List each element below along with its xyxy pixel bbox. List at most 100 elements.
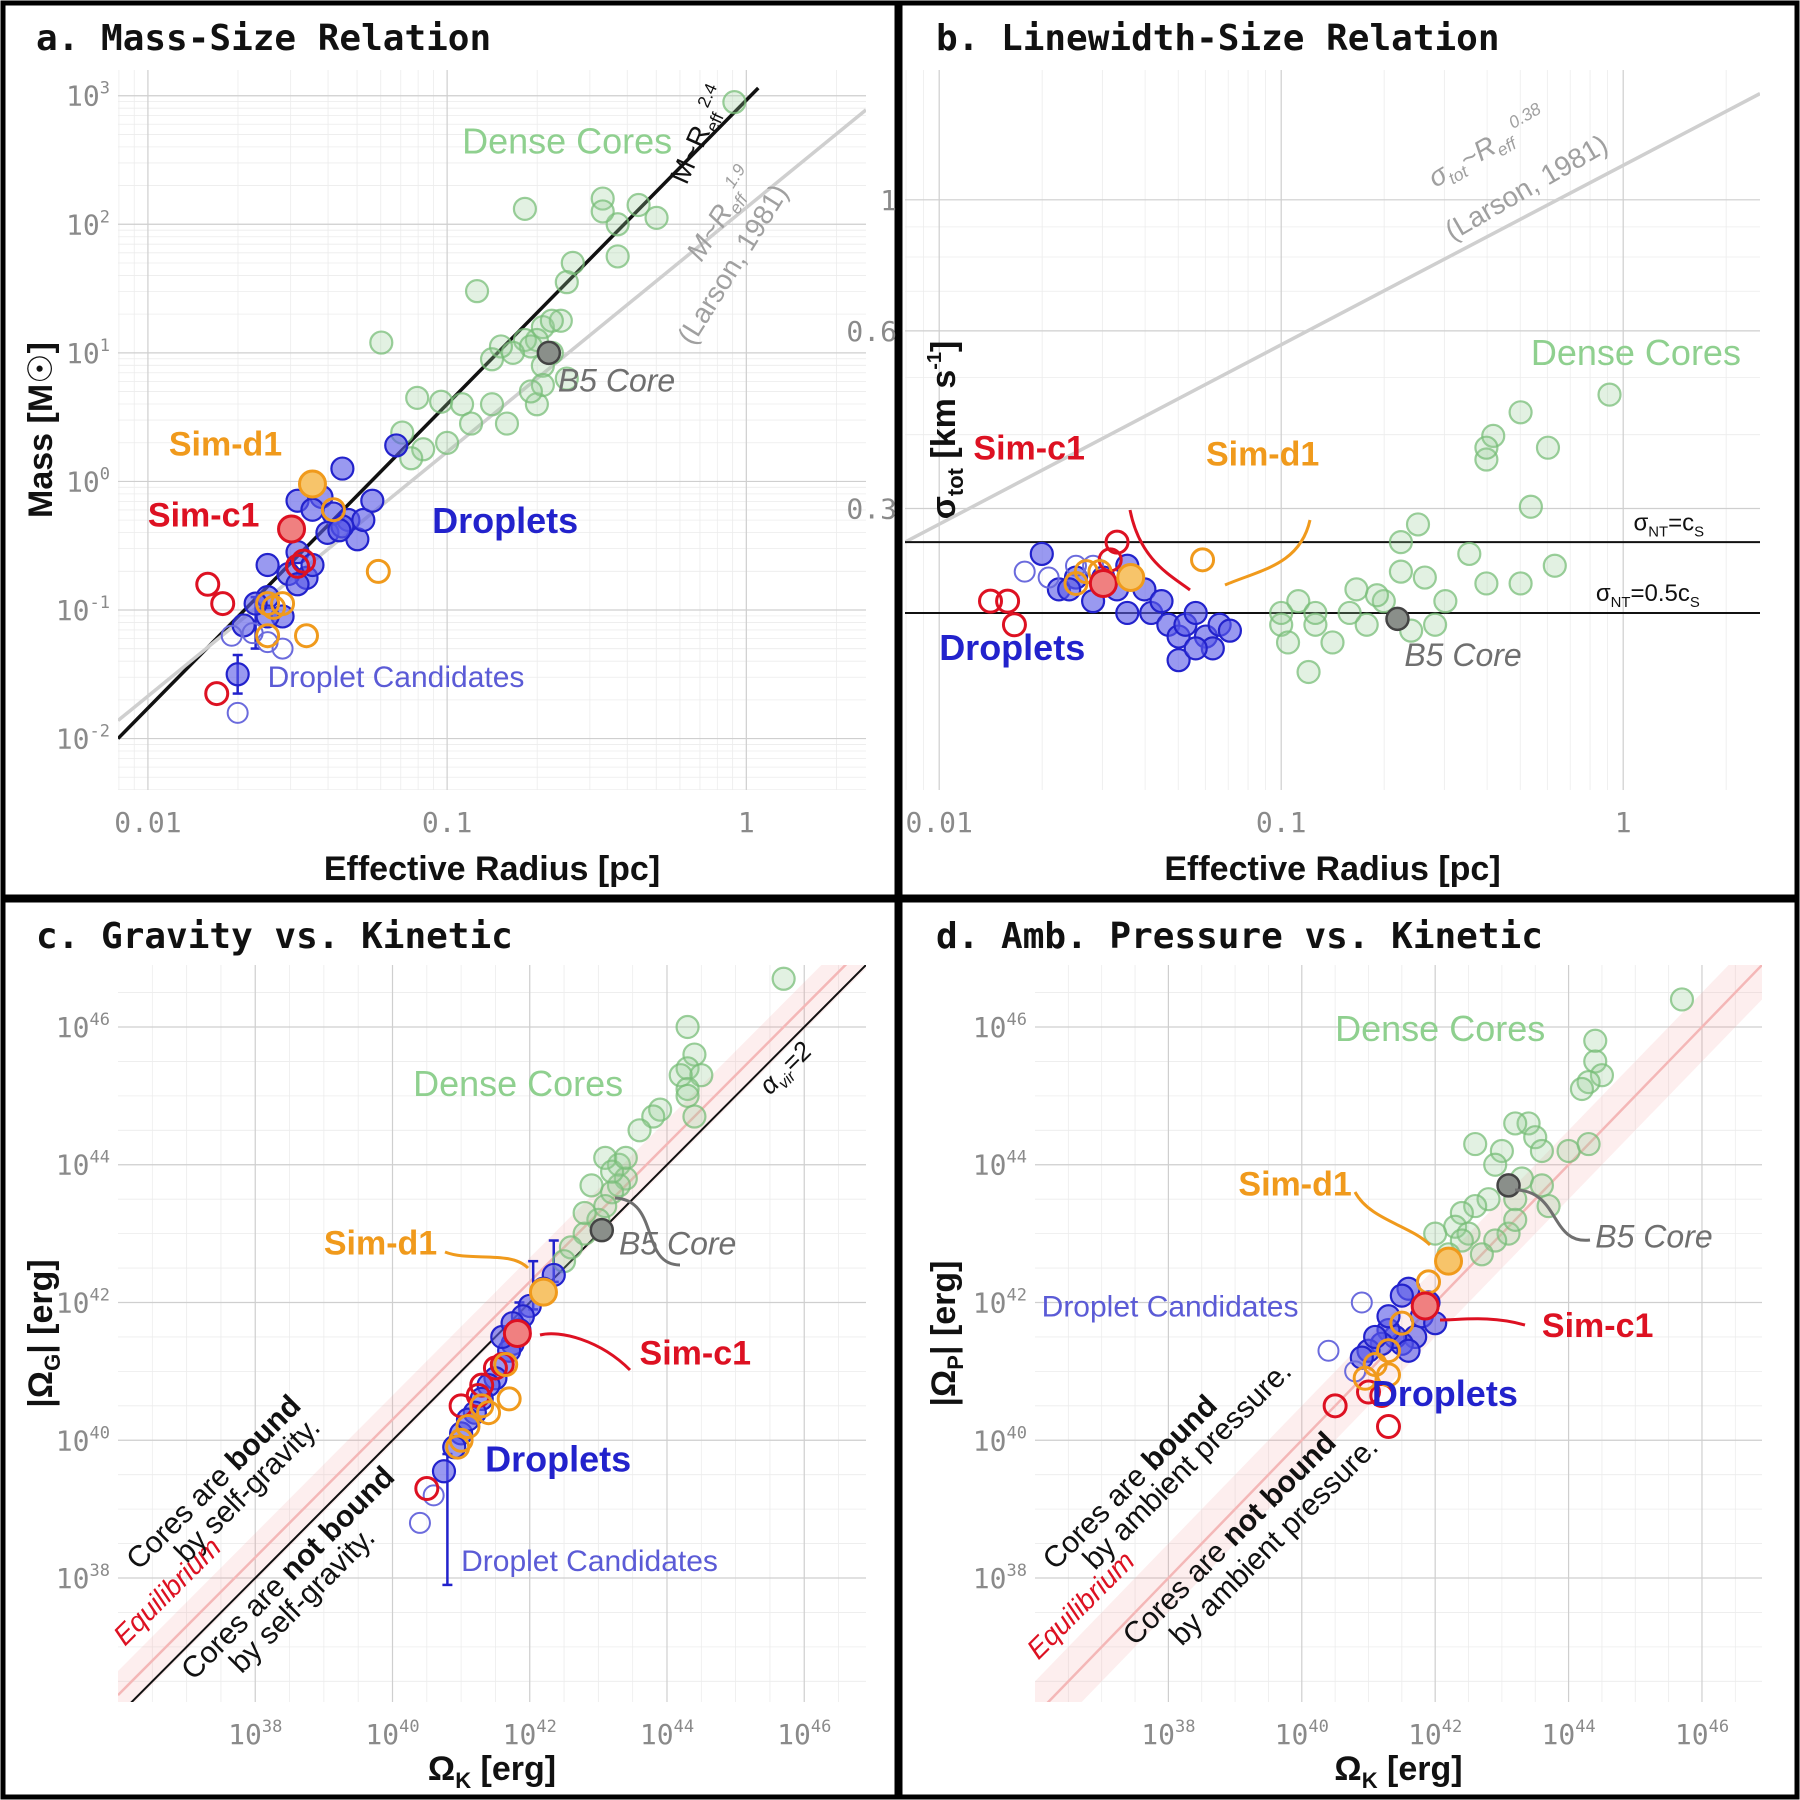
data-point	[226, 701, 249, 724]
data-point	[320, 497, 346, 523]
data-point	[384, 433, 409, 458]
y-tick-base: 10	[56, 1287, 90, 1320]
panel-d-title: d. Amb. Pressure vs. Kinetic	[936, 916, 1543, 957]
x-tick-base: 10	[640, 1718, 674, 1751]
data-point	[330, 456, 355, 481]
data-point	[1569, 1076, 1595, 1102]
data-point	[1375, 1338, 1401, 1364]
data-point	[469, 1393, 495, 1419]
x-tick-exp: 46	[1709, 1717, 1729, 1737]
data-point	[590, 186, 615, 211]
series-sim-d1	[445, 1351, 522, 1460]
plot-content	[118, 86, 866, 740]
data-point	[605, 244, 630, 269]
y-tick-base: 10	[56, 1424, 90, 1457]
y-tick-label: 1038	[973, 1561, 1027, 1595]
data-point	[1481, 423, 1506, 449]
x-tick-label: 1	[738, 806, 755, 839]
data-point	[1388, 559, 1414, 584]
annotation: Sim-d1	[1238, 1166, 1351, 1204]
y-tick-exp: 44	[1007, 1148, 1027, 1168]
x-tick-exp: 38	[262, 1717, 282, 1737]
data-point	[422, 1484, 445, 1507]
annotation-text: B5 Core	[1595, 1218, 1712, 1254]
annotation-text: σ	[1633, 509, 1648, 536]
y-tick-base: 10	[56, 723, 90, 756]
annotation-text: Sim-c1	[148, 496, 259, 534]
data-point	[1217, 618, 1243, 643]
data-point	[613, 1145, 638, 1170]
y-tick-label: 10-2	[56, 722, 110, 756]
data-point	[1286, 589, 1311, 614]
data-point	[606, 1152, 632, 1177]
y-tick-base: 10	[56, 1011, 90, 1044]
annotation: B5 Core	[1404, 637, 1521, 673]
x-tick-label: 1038	[1141, 1717, 1195, 1751]
y-axis-title: |ΩP| [erg]	[925, 1261, 968, 1407]
data-point	[464, 279, 490, 304]
data-point	[493, 1351, 519, 1377]
data-point	[494, 411, 520, 436]
x-axis-title-text: Effective Radius [pc]	[324, 850, 660, 888]
annotation-sub: NT	[1648, 524, 1668, 540]
x-tick-exp: 42	[1442, 1717, 1462, 1737]
y-tick-exp: 1	[100, 336, 110, 356]
y-tick-base: 10	[56, 594, 90, 627]
series-sim-d1-highlight	[1434, 1246, 1464, 1276]
data-point	[1535, 435, 1561, 460]
data-point	[1518, 494, 1543, 519]
data-point	[1456, 1221, 1481, 1246]
series-b5-core	[1385, 606, 1410, 632]
data-point	[1375, 1362, 1401, 1388]
data-point	[360, 488, 385, 513]
data-point	[626, 192, 651, 218]
y-axis-title-end: [km s	[925, 370, 963, 468]
data-point	[455, 1413, 481, 1439]
series-b5-core	[1496, 1173, 1521, 1198]
annotation-text: Sim-d1	[1206, 435, 1319, 473]
annotation: Droplet Candidates	[461, 1545, 718, 1578]
data-point	[512, 196, 538, 221]
data-point	[1496, 1221, 1521, 1246]
y-axis-title-sym: ☉	[22, 353, 60, 383]
data-point	[1463, 1131, 1488, 1157]
annotation-text: Sim-d1	[169, 426, 282, 464]
annotation-text: σ	[1596, 580, 1611, 607]
x-tick-base: 0.01	[905, 806, 972, 839]
arrow-b5-c	[614, 1196, 681, 1267]
data-point	[476, 1400, 502, 1426]
data-point	[1483, 1152, 1508, 1177]
data-point	[300, 497, 325, 522]
data-point	[285, 553, 311, 579]
y-tick-exp: 3	[100, 79, 110, 99]
data-point	[1423, 1221, 1448, 1246]
y-tick-label: 1	[880, 184, 897, 217]
panel-b-title: b. Linewidth-Size Relation	[936, 18, 1500, 59]
annotation: Sim-c1	[1542, 1307, 1654, 1345]
series-sim-c1	[195, 548, 317, 707]
y-axis-title-sup: -1	[924, 352, 946, 370]
data-point	[1508, 571, 1533, 596]
y-tick-exp: 44	[90, 1148, 110, 1168]
x-axis-title-text: Effective Radius [pc]	[1164, 850, 1500, 888]
data-point	[1434, 1246, 1464, 1276]
data-point	[293, 623, 319, 649]
data-point	[1355, 1379, 1381, 1405]
data-point	[1516, 1111, 1541, 1136]
x-tick-exp: 40	[1308, 1717, 1328, 1737]
data-point	[255, 552, 280, 578]
arrow-sim-d1-d	[1353, 1191, 1432, 1247]
x-tick-label: 1046	[777, 1717, 831, 1751]
series-dense-cores	[551, 966, 796, 1274]
data-point	[297, 469, 327, 499]
annotation: Droplets	[485, 1438, 631, 1479]
annotation-text: Sim-d1	[1238, 1166, 1351, 1204]
data-point	[1389, 1310, 1415, 1336]
x-axis-title: ΩK [erg]	[1334, 1750, 1462, 1793]
annotation: B5 Core	[558, 362, 675, 398]
x-axis-title-sub: K	[455, 1768, 471, 1793]
panel-c-title: c. Gravity vs. Kinetic	[36, 916, 513, 957]
data-point	[369, 330, 394, 355]
panel-b: b. Linewidth-Size Relation 0.01 0.1 1 0.3 0.…	[846, 0, 1800, 900]
data-point	[1322, 1393, 1348, 1419]
